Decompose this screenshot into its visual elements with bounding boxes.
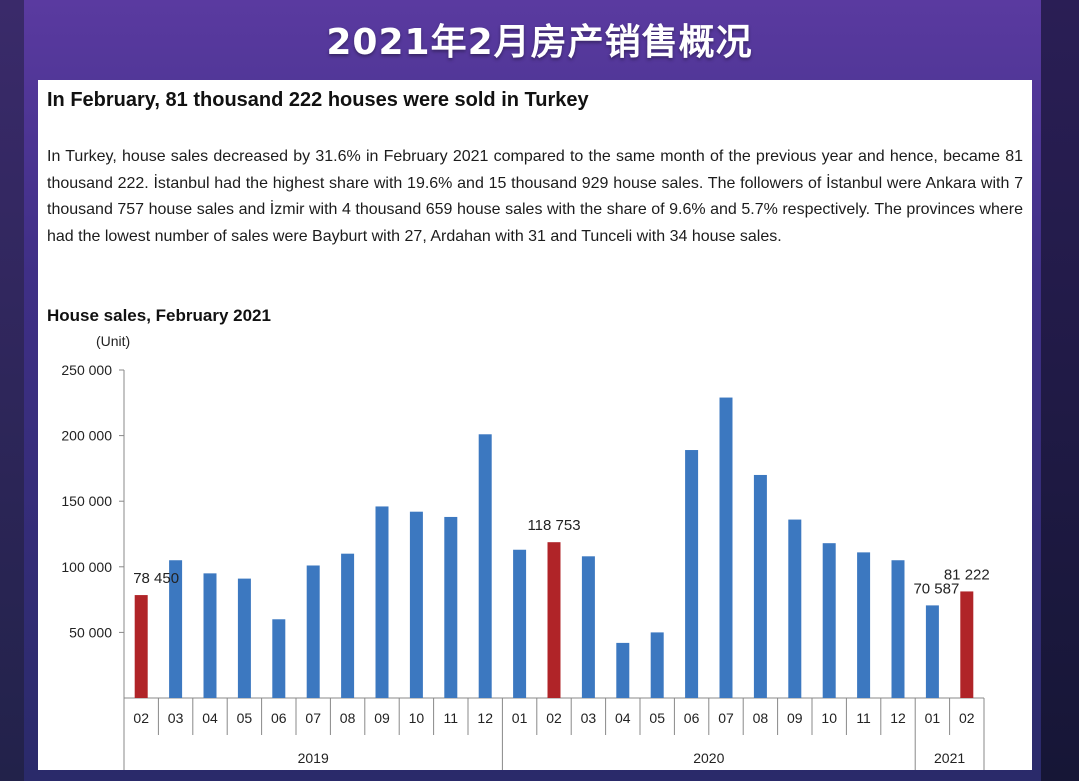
article-headline: In February, 81 thousand 222 houses were… [47,89,589,111]
bar [822,543,836,698]
bar [203,573,217,698]
bar [581,556,595,698]
x-tick-label: 07 [718,710,734,726]
y-tick-label: 200 000 [61,428,112,444]
bar [513,549,527,698]
x-tick-label: 02 [959,710,975,726]
x-tick-label: 05 [237,710,253,726]
y-tick-label: 100 000 [61,559,112,575]
bar [341,553,355,698]
x-tick-label: 01 [925,710,941,726]
bar [409,511,423,698]
x-tick-label: 11 [856,710,871,726]
bar [272,619,286,698]
x-tick-label: 07 [305,710,321,726]
bar [650,632,664,698]
x-tick-label: 03 [581,710,597,726]
data-label: 78 450 [133,570,179,587]
bar [925,605,939,698]
bar [891,560,905,698]
x-tick-label: 08 [753,710,769,726]
bar [478,434,492,698]
bar [857,552,871,698]
bar-highlight [134,595,148,698]
bar [375,506,389,698]
x-tick-label: 03 [168,710,184,726]
bar-highlight [547,542,561,698]
x-tick-label: 09 [374,710,390,726]
bar [169,560,183,698]
banner-title: 2021年2月房产销售概况 [326,22,753,63]
bar [237,578,251,698]
y-tick-label: 150 000 [61,493,112,509]
year-label: 2021 [934,750,965,766]
year-label: 2020 [693,750,724,766]
x-tick-label: 10 [821,710,837,726]
data-label: 81 222 [944,566,990,583]
x-tick-label: 12 [477,710,493,726]
x-tick-label: 02 [546,710,562,726]
x-tick-label: 06 [271,710,287,726]
x-tick-label: 04 [615,710,631,726]
x-tick-label: 10 [409,710,425,726]
x-tick-label: 11 [444,710,459,726]
left-edge-band [0,0,24,781]
data-label: 70 587 [913,580,959,597]
y-tick-label: 250 000 [61,362,112,378]
x-tick-label: 12 [890,710,906,726]
x-tick-label: 06 [684,710,700,726]
bar [616,642,630,698]
bar [788,519,802,698]
bar [719,397,733,698]
chart-title: House sales, February 2021 [47,306,271,325]
x-tick-label: 05 [649,710,665,726]
data-label: 118 753 [527,517,580,534]
bar [444,516,458,698]
article-body: In Turkey, house sales decreased by 31.6… [47,148,1023,245]
bar-chart: 50 000 100 000 150 000 200 000 250 000 02 03 04… [61,362,990,770]
x-tick-label: 02 [133,710,149,726]
x-tick-label: 01 [512,710,528,726]
bar [306,565,320,698]
bar-highlight [960,591,974,698]
bar [753,474,767,698]
year-label: 2019 [298,750,329,766]
y-axis-unit-label: (Unit) [96,333,131,349]
x-tick-label: 09 [787,710,803,726]
y-tick-label: 50 000 [69,624,112,640]
x-tick-label: 08 [340,710,356,726]
article-panel: In February, 81 thousand 222 houses were… [38,80,1032,770]
bar [685,450,699,698]
right-edge-band [1041,0,1079,781]
x-tick-label: 04 [202,710,218,726]
